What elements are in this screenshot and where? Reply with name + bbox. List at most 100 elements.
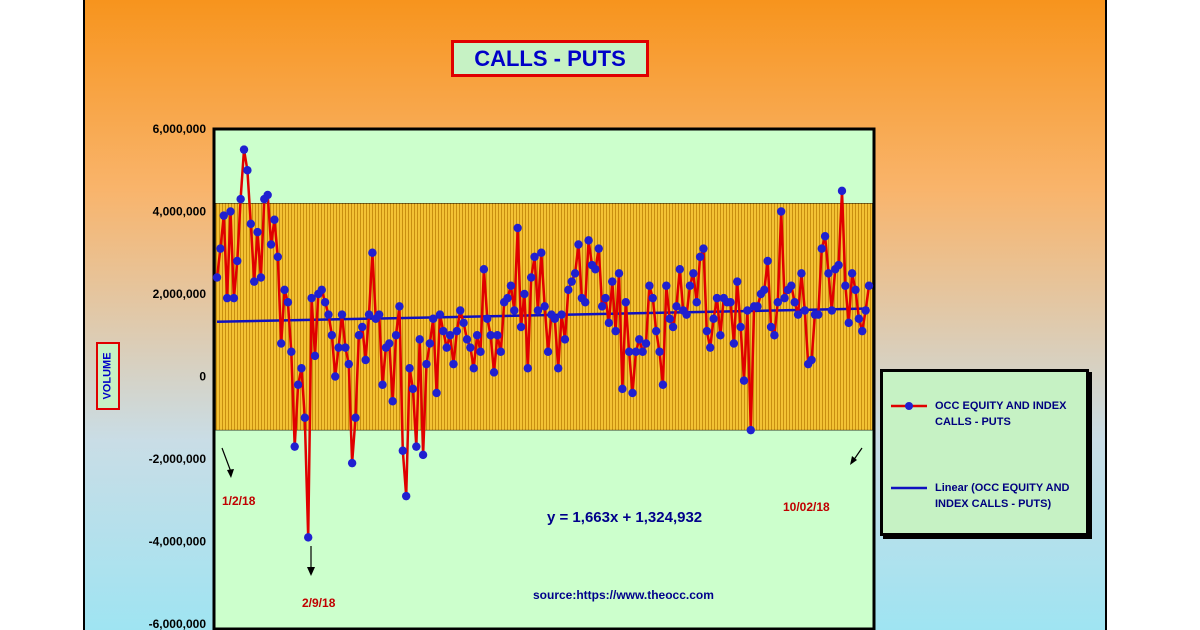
- data-point: [405, 364, 414, 373]
- band-region: [215, 203, 873, 431]
- data-point: [651, 326, 661, 336]
- data-point: [837, 186, 847, 196]
- data-point: [624, 347, 634, 356]
- data-point: [520, 289, 529, 299]
- data-point: [422, 359, 431, 369]
- data-point: [364, 310, 374, 319]
- data-point: [385, 339, 394, 348]
- data-point: [797, 269, 806, 278]
- data-point: [570, 269, 580, 278]
- annotation-start-date: 1/2/18: [222, 494, 256, 508]
- data-point: [824, 269, 833, 278]
- data-point: [641, 339, 651, 348]
- data-point: [668, 322, 678, 332]
- data-point: [354, 331, 364, 340]
- data-point: [483, 314, 492, 323]
- y-axis-ticks: 6,000,000 4,000,000 2,000,000 0 -2,000,000 -4…: [149, 122, 207, 630]
- y-tick-label: 0: [199, 370, 206, 384]
- data-point: [574, 240, 583, 249]
- data-point: [655, 347, 664, 356]
- data-point: [733, 277, 742, 286]
- data-point: [648, 293, 657, 303]
- data-point: [780, 293, 789, 303]
- data-point: [591, 265, 600, 274]
- data-point: [597, 302, 607, 311]
- data-point: [611, 326, 620, 336]
- arrow-2: [307, 546, 315, 576]
- data-point: [310, 351, 320, 361]
- y-axis-label: VOLUME: [96, 342, 120, 410]
- data-point: [408, 384, 418, 394]
- data-point: [445, 331, 455, 340]
- data-point: [479, 265, 489, 274]
- data-point: [864, 281, 874, 290]
- y-tick-label: -2,000,000: [149, 452, 207, 466]
- legend-item-trend: Linear (OCC EQUITY AND INDEX CALLS - PUT…: [891, 480, 1085, 512]
- data-point: [560, 335, 570, 344]
- data-point: [770, 331, 779, 340]
- data-point: [820, 232, 830, 241]
- data-point: [233, 256, 242, 266]
- data-point: [513, 223, 522, 233]
- data-point: [415, 335, 424, 344]
- data-point: [341, 343, 350, 352]
- data-point: [212, 273, 222, 282]
- data-point: [628, 388, 637, 398]
- data-point: [337, 310, 347, 319]
- data-point: [216, 244, 225, 253]
- y-tick-label: 4,000,000: [153, 205, 207, 219]
- data-point: [516, 322, 526, 332]
- data-point: [709, 314, 718, 323]
- data-point: [543, 347, 553, 356]
- data-point: [682, 310, 691, 319]
- data-point: [739, 376, 749, 385]
- data-point: [236, 194, 245, 204]
- data-point: [412, 442, 421, 451]
- arrow-3: [850, 447, 863, 465]
- data-point: [307, 293, 316, 303]
- data-point: [287, 347, 296, 356]
- data-point: [506, 281, 516, 290]
- data-point: [594, 244, 603, 253]
- data-point: [841, 281, 850, 290]
- data-point: [604, 318, 614, 328]
- data-point: [300, 413, 310, 422]
- arrow-1: [221, 447, 234, 478]
- data-point: [692, 298, 701, 307]
- data-point: [358, 322, 367, 332]
- data-point: [645, 281, 654, 290]
- data-point: [429, 314, 438, 323]
- data-point: [787, 281, 796, 290]
- data-point: [503, 293, 512, 303]
- data-point: [456, 306, 465, 315]
- data-point: [452, 326, 462, 336]
- data-point: [401, 491, 411, 501]
- data-point: [689, 269, 698, 278]
- legend-item-series: OCC EQUITY AND INDEX CALLS - PUTS: [891, 398, 1085, 430]
- chart-title-text: CALLS - PUTS: [474, 45, 626, 71]
- data-point: [706, 343, 715, 352]
- data-point: [253, 227, 262, 237]
- data-point: [635, 335, 644, 344]
- data-point: [760, 285, 769, 295]
- source-note: source:https://www.theocc.com: [533, 588, 714, 602]
- data-point: [608, 277, 617, 286]
- data-point: [827, 306, 837, 315]
- data-point: [239, 145, 249, 154]
- trend-equation: y = 1,663x + 1,324,932: [547, 509, 702, 526]
- data-point: [297, 364, 306, 373]
- data-point: [374, 310, 384, 319]
- data-point: [510, 306, 519, 315]
- y-tick-label: -4,000,000: [149, 535, 207, 549]
- data-point: [266, 240, 276, 249]
- data-point: [753, 302, 762, 311]
- data-point: [273, 252, 283, 262]
- data-point: [418, 450, 428, 460]
- data-point: [290, 442, 299, 451]
- data-point: [493, 331, 502, 340]
- data-point: [776, 207, 786, 216]
- data-point: [324, 310, 333, 319]
- data-point: [847, 269, 857, 278]
- data-point: [695, 252, 705, 262]
- data-point: [861, 306, 870, 315]
